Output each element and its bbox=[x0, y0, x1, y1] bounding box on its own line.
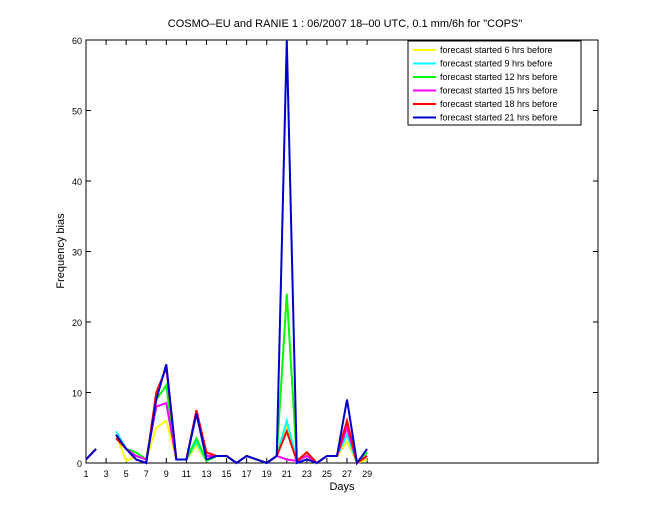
x-tick-label: 7 bbox=[144, 469, 149, 479]
y-tick-label: 10 bbox=[72, 389, 82, 399]
series-line bbox=[85, 401, 368, 465]
legend-label: forecast started 18 hrs before bbox=[440, 99, 558, 109]
y-tick-label: 40 bbox=[72, 177, 82, 187]
legend-label: forecast started 21 hrs before bbox=[440, 113, 558, 123]
y-tick-label: 30 bbox=[72, 248, 82, 258]
series-line bbox=[85, 293, 368, 465]
x-tick-label: 25 bbox=[322, 469, 332, 479]
legend-label: forecast started 9 hrs before bbox=[440, 59, 553, 69]
y-tick-label: 0 bbox=[77, 459, 82, 469]
legend-label: forecast started 6 hrs before bbox=[440, 45, 553, 55]
series-line bbox=[85, 401, 368, 465]
x-tick-label: 13 bbox=[201, 469, 211, 479]
legend-label: forecast started 12 hrs before bbox=[440, 72, 558, 82]
legend-label: forecast started 15 hrs before bbox=[440, 86, 558, 96]
x-tick-label: 29 bbox=[362, 469, 372, 479]
x-tick-label: 21 bbox=[282, 469, 292, 479]
legend-box bbox=[407, 40, 582, 126]
y-tick-label: 60 bbox=[72, 36, 82, 46]
x-tick-label: 5 bbox=[124, 469, 129, 479]
x-tick-label: 27 bbox=[342, 469, 352, 479]
x-tick-label: 1 bbox=[83, 469, 88, 479]
x-tick-label: 9 bbox=[164, 469, 169, 479]
series-line bbox=[85, 39, 368, 466]
x-tick-label: 23 bbox=[302, 469, 312, 479]
x-tick-label: 19 bbox=[262, 469, 272, 479]
x-axis-label: Days bbox=[329, 481, 355, 493]
chart-title: COSMO–EU and RANIE 1 : 06/2007 18–00 UTC… bbox=[168, 18, 523, 30]
y-tick-label: 50 bbox=[72, 107, 82, 117]
x-tick-label: 15 bbox=[222, 469, 232, 479]
y-axis-label: Frequency bias bbox=[55, 213, 67, 289]
x-tick-label: 11 bbox=[182, 469, 191, 479]
x-tick-label: 17 bbox=[242, 469, 252, 479]
y-tick-label: 20 bbox=[72, 318, 82, 328]
x-tick-label: 3 bbox=[104, 469, 109, 479]
